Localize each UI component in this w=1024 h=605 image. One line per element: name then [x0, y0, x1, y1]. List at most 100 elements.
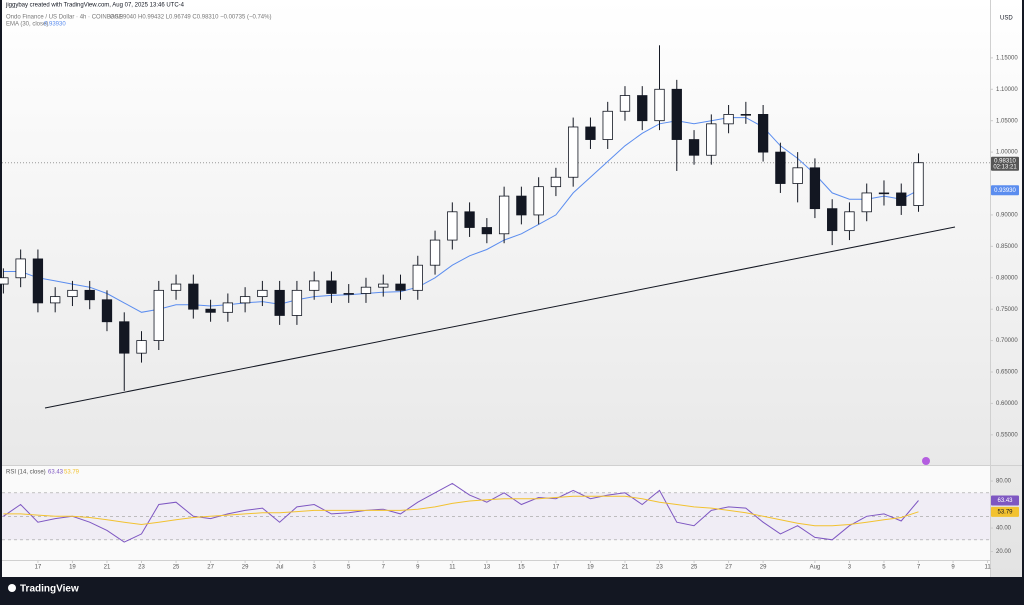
candle-body	[429, 239, 441, 266]
x-tick-label: 29	[760, 565, 767, 571]
candle-body	[757, 114, 769, 153]
trendline	[44, 226, 956, 409]
y-tick-label: 0.55000	[996, 432, 1018, 438]
candle-body	[464, 211, 475, 228]
x-tick-label: 11	[984, 565, 991, 571]
candle-body	[671, 88, 682, 140]
x-tick-label: 23	[138, 565, 145, 571]
rsi-title: RSI (14, close)	[6, 470, 46, 476]
y-tick-label: 40.00	[996, 526, 1012, 532]
y-tick-label: 1.10000	[996, 87, 1018, 93]
y-tick-label: 1.05000	[996, 118, 1018, 124]
x-tick-label: 3	[313, 565, 317, 571]
y-tick-label: 0.70000	[996, 338, 1018, 344]
y-tick-label: 0.90000	[996, 213, 1018, 219]
rsi-badge-bg	[991, 495, 1019, 506]
price-badge-bg	[991, 156, 1019, 171]
candle-body	[188, 283, 199, 310]
candle-body	[706, 123, 717, 156]
candle-body	[205, 308, 216, 313]
candle-body	[602, 110, 613, 140]
candle-body	[378, 283, 389, 288]
x-tick-label: 19	[69, 565, 76, 571]
candle-body	[827, 208, 838, 232]
candle-body	[136, 340, 147, 354]
y-tick-label: 0.60000	[996, 401, 1018, 407]
x-tick-label: 27	[725, 565, 732, 571]
candle-body	[585, 126, 596, 140]
candle-body	[861, 192, 872, 213]
candle-body	[32, 258, 44, 304]
y-tick-label: 0.65000	[996, 370, 1018, 376]
event-icon[interactable]	[922, 457, 930, 465]
rsi-badge: 53.79	[997, 509, 1013, 515]
candle-body	[309, 280, 320, 291]
candle-body	[326, 280, 337, 294]
x-tick-label: Jul	[276, 565, 284, 571]
y-tick-label: 0.85000	[996, 244, 1018, 250]
rsi-badge: 63.43	[997, 498, 1013, 504]
candle-body	[153, 289, 164, 341]
candle-body	[516, 195, 527, 216]
x-tick-label: 11	[449, 565, 456, 571]
candle-body	[257, 289, 268, 298]
x-tick-label: 19	[587, 565, 594, 571]
x-tick-label: 17	[35, 565, 42, 571]
candle-body	[412, 264, 423, 291]
x-tick-label: Aug	[810, 565, 821, 571]
candle-body	[896, 192, 907, 206]
x-tick-label: 3	[848, 565, 852, 571]
candle-body	[637, 95, 648, 122]
series-line	[3, 495, 919, 527]
candle-body	[274, 289, 285, 316]
x-tick-label: 13	[484, 565, 491, 571]
candle-body	[343, 293, 354, 295]
series-line	[3, 482, 919, 543]
candle-body	[498, 195, 510, 235]
candle-body	[481, 227, 492, 235]
indicator-name: EMA (30, close)	[6, 22, 48, 28]
x-tick-label: 27	[207, 565, 214, 571]
x-tick-label: 23	[656, 565, 663, 571]
candle-body	[239, 296, 251, 304]
symbol: Ondo Finance / US Dollar · 4h · COINBASE	[6, 15, 123, 21]
candle-body	[395, 283, 406, 291]
logo-icon	[8, 584, 16, 592]
x-tick-label: 7	[917, 565, 921, 571]
x-tick-label: 5	[882, 565, 886, 571]
candle-body	[844, 211, 855, 232]
ema-badge-bg	[991, 185, 1019, 196]
candle-body	[360, 286, 372, 294]
candle-body	[447, 211, 458, 241]
indicator-value: 0.93930	[44, 22, 66, 28]
candle-body	[84, 289, 95, 301]
x-tick-label: 25	[691, 565, 698, 571]
x-tick-label: 21	[104, 565, 111, 571]
x-tick-label: 15	[518, 565, 525, 571]
candle-body	[119, 321, 130, 354]
rsi-value: 53.79	[64, 470, 80, 476]
y-tick-label: 0.75000	[996, 307, 1018, 313]
candle-body	[775, 151, 786, 184]
candle-body	[688, 139, 700, 156]
footer	[0, 577, 1024, 600]
candle-body	[913, 162, 924, 206]
price-badge: 0.98310	[994, 158, 1016, 164]
ohlc: O0.99040 H0.99432 L0.96749 C0.98310 −0.0…	[110, 15, 271, 21]
candle-body	[533, 186, 544, 216]
x-tick-label: 9	[416, 565, 420, 571]
rsi-badge-bg	[991, 506, 1019, 517]
x-tick-label: 9	[951, 565, 955, 571]
x-tick-label: 29	[242, 565, 249, 571]
candle-body	[0, 277, 9, 285]
y-tick-label: 20.00	[996, 549, 1012, 555]
candle-body	[878, 192, 890, 195]
rsi-value: 63.43	[48, 470, 64, 476]
ema-badge: 0.93930	[994, 188, 1016, 194]
currency: USD	[1000, 16, 1013, 22]
watermark: jiggybay created with TradingView.com, A…	[5, 3, 185, 9]
candle-body	[654, 88, 665, 122]
candle-body	[67, 289, 78, 298]
